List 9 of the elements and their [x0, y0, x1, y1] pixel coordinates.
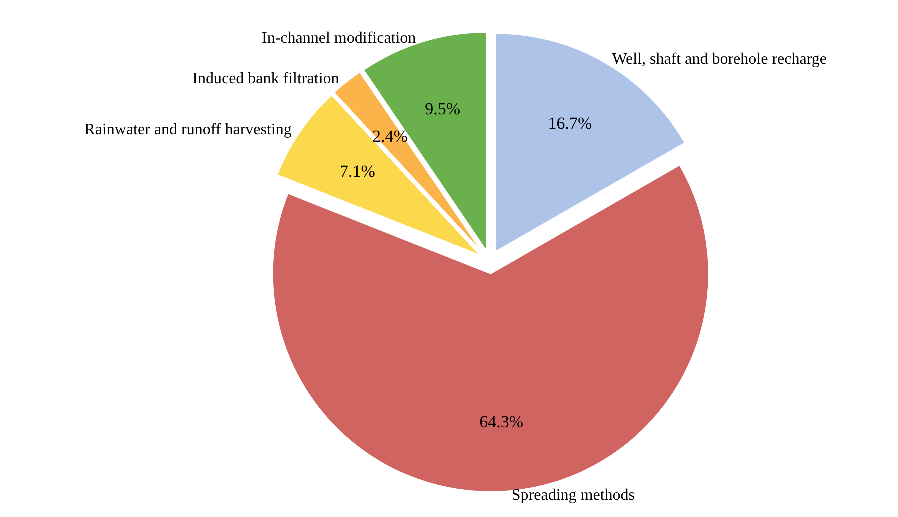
slice-label: Well, shaft and borehole recharge: [612, 50, 827, 68]
slice-label: Spreading methods: [512, 486, 635, 504]
slice-label: In-channel modification: [262, 30, 416, 47]
data-label: 64.3%: [480, 412, 524, 432]
data-label: 9.5%: [425, 99, 461, 118]
slice-label: Rainwater and runoff harvesting: [84, 121, 292, 138]
slice-label: Induced bank filtration: [192, 70, 340, 88]
data-label: 7.1%: [340, 162, 376, 182]
data-label: 16.7%: [548, 114, 592, 133]
